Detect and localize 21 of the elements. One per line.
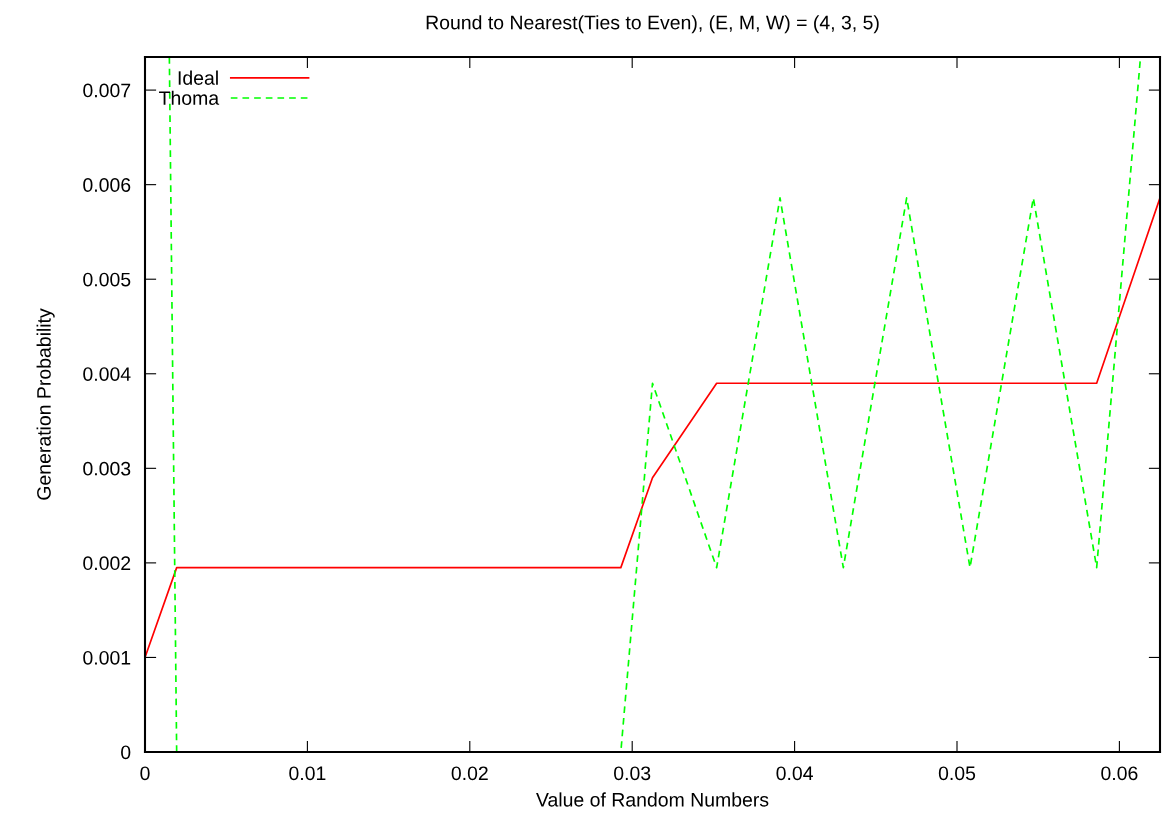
x-tick-label: 0	[140, 766, 150, 781]
y-tick-label: 0.003	[83, 461, 131, 476]
x-tick-label: 0.06	[1101, 766, 1138, 781]
y-tick-label: 0.002	[83, 556, 131, 571]
x-axis-title: Value of Random Numbers	[536, 792, 769, 807]
y-tick-label: 0	[121, 745, 131, 760]
x-tick-label: 0.05	[938, 766, 976, 781]
y-tick-label: 0.007	[83, 83, 131, 98]
x-tick-label: 0.01	[289, 766, 326, 781]
x-tick-label: 0.04	[776, 766, 813, 781]
y-axis-title: Generation Probability	[36, 308, 55, 500]
x-tick-label: 0.03	[614, 766, 651, 781]
chart-title: Round to Nearest(Ties to Even), (E, M, W) = (4, 3, 5)	[426, 15, 879, 34]
y-tick-label: 0.004	[83, 367, 131, 382]
y-tick-label: 0.001	[83, 650, 131, 665]
legend-label: Ideal	[178, 70, 218, 85]
x-tick-label: 0.02	[451, 766, 488, 781]
y-tick-label: 0.006	[83, 178, 131, 192]
y-tick-label: 0.005	[83, 272, 131, 287]
legend-label: Thoma	[159, 90, 220, 105]
line-series	[145, 197, 1160, 659]
